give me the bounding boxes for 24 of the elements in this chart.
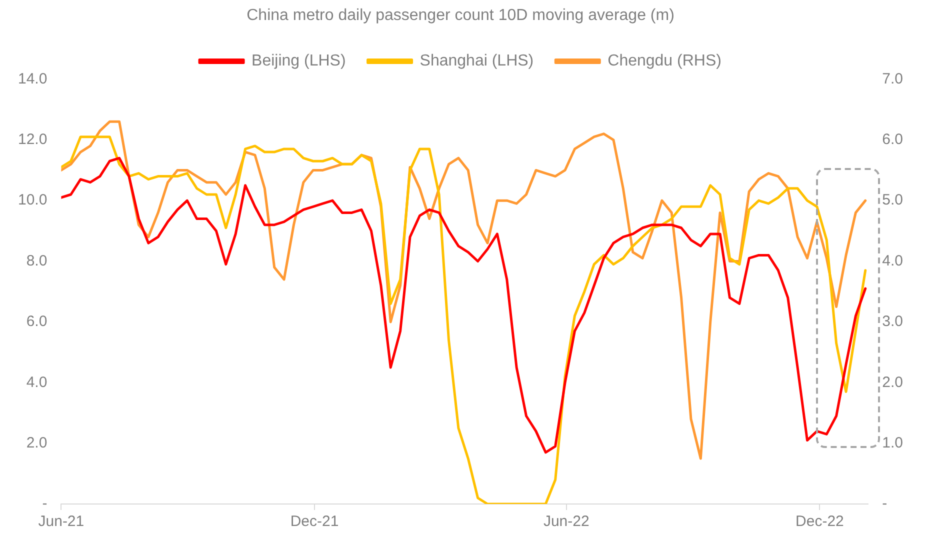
x-tick-label: Dec-21: [290, 513, 339, 530]
legend-label: Beijing (LHS): [252, 52, 346, 70]
legend-label: Shanghai (LHS): [420, 52, 534, 70]
y-tick-label: 4.0: [26, 374, 48, 391]
x-tick-label: Dec-22: [796, 513, 844, 530]
y-tick-label: 8.0: [26, 252, 48, 270]
y-tick-label: 10.0: [18, 192, 48, 209]
x-tick-label: Jun-22: [543, 513, 590, 530]
y2-tick-label: 1.0: [882, 434, 904, 452]
y2-tick-label: 7.0: [882, 70, 904, 88]
y-tick-label: 14.0: [18, 70, 48, 88]
y2-tick-label: -: [882, 495, 888, 512]
y2-tick-label: 5.0: [882, 192, 904, 209]
legend-label: Chengdu (RHS): [608, 52, 722, 70]
y2-tick-label: 2.0: [882, 374, 904, 391]
y-tick-label: 2.0: [26, 434, 48, 452]
y-tick-label: 6.0: [26, 313, 48, 330]
y-tick-label: 12.0: [18, 131, 48, 148]
y2-tick-label: 4.0: [882, 252, 904, 270]
y2-tick-label: 3.0: [882, 313, 904, 330]
y2-tick-label: 6.0: [882, 131, 904, 148]
x-tick-label: Jun-21: [38, 513, 84, 530]
y-tick-label: -: [42, 495, 48, 512]
chart-title: China metro daily passenger count 10D moving average (m): [246, 7, 674, 24]
